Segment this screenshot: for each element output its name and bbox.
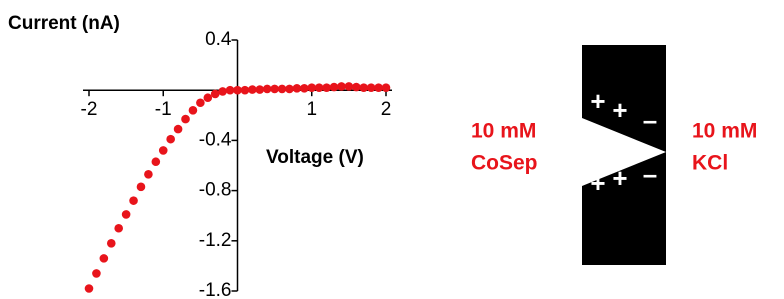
y-tick-label: 0.4 bbox=[205, 29, 232, 50]
data-point bbox=[226, 86, 235, 95]
data-point bbox=[196, 98, 205, 107]
figure: Current (nA) Voltage (V) + + – + + – 10 … bbox=[0, 0, 784, 299]
y-tick-label: -0.4 bbox=[199, 129, 232, 150]
data-point bbox=[359, 83, 368, 92]
data-point bbox=[337, 82, 346, 91]
data-point bbox=[218, 87, 227, 96]
x-tick-label: -2 bbox=[81, 99, 98, 120]
data-point bbox=[233, 86, 242, 95]
data-point bbox=[345, 82, 354, 91]
data-point bbox=[159, 146, 168, 155]
x-axis-title: Voltage (V) bbox=[266, 147, 364, 168]
data-point bbox=[300, 84, 309, 93]
data-point bbox=[92, 269, 101, 278]
data-point bbox=[248, 85, 257, 94]
data-point bbox=[352, 83, 361, 92]
data-point bbox=[129, 196, 138, 205]
data-point bbox=[278, 85, 287, 94]
y-axis-title: Current (nA) bbox=[8, 13, 120, 34]
charge: – bbox=[643, 105, 657, 135]
y-tick-label: -0.8 bbox=[199, 180, 232, 201]
data-point bbox=[100, 254, 109, 263]
data-point bbox=[322, 83, 331, 92]
data-point bbox=[189, 106, 198, 115]
data-point bbox=[315, 83, 324, 92]
data-point bbox=[367, 83, 376, 92]
data-point bbox=[137, 183, 146, 192]
x-tick-label: 2 bbox=[381, 99, 392, 120]
right-label: KCl bbox=[692, 152, 728, 175]
data-point bbox=[152, 157, 161, 166]
data-point bbox=[114, 224, 123, 233]
y-tick-label: -1.2 bbox=[199, 230, 232, 251]
data-point bbox=[255, 85, 264, 94]
data-point bbox=[122, 210, 131, 219]
data-point bbox=[293, 84, 302, 93]
data-point bbox=[285, 85, 294, 94]
charge: + bbox=[612, 163, 627, 193]
data-point bbox=[174, 125, 183, 134]
data-point bbox=[382, 83, 391, 92]
data-point bbox=[144, 170, 153, 179]
charge: + bbox=[612, 95, 627, 125]
charge: + bbox=[590, 168, 605, 198]
data-point bbox=[204, 93, 213, 102]
data-point bbox=[270, 85, 279, 94]
data-point bbox=[241, 86, 250, 95]
data-point bbox=[374, 83, 383, 92]
y-tick-label: -1.6 bbox=[199, 280, 232, 299]
diagram: + + – + + – 10 mM CoSep 10 mM KCl bbox=[471, 45, 757, 265]
left-label: 10 mM bbox=[471, 120, 536, 143]
data-point bbox=[181, 115, 190, 124]
left-label: CoSep bbox=[471, 152, 538, 175]
x-tick-label: -1 bbox=[155, 99, 172, 120]
data-point bbox=[307, 83, 316, 92]
data-point bbox=[107, 239, 116, 248]
x-tick-label: 1 bbox=[306, 99, 317, 120]
data-point bbox=[330, 83, 339, 92]
charge: – bbox=[643, 159, 657, 189]
charge: + bbox=[590, 86, 605, 116]
data-point bbox=[211, 90, 220, 99]
data-point bbox=[85, 284, 94, 293]
data-point bbox=[263, 85, 272, 94]
data-point bbox=[166, 135, 175, 144]
right-label: 10 mM bbox=[692, 120, 757, 143]
